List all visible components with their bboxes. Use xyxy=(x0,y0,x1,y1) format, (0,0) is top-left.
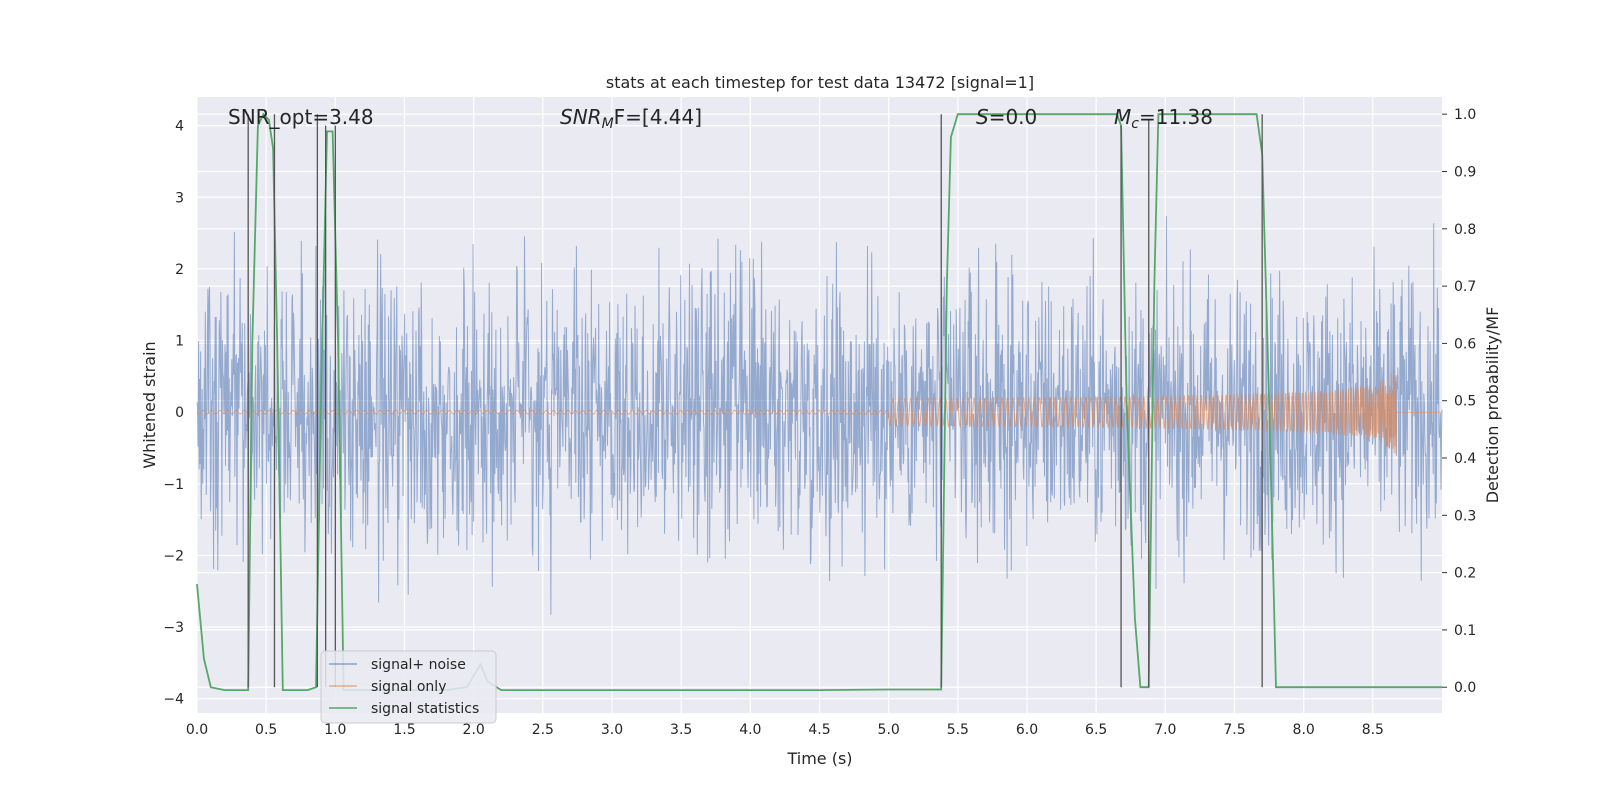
series-signal-noise xyxy=(196,216,1443,615)
x-tick-2: 1.0 xyxy=(324,722,346,738)
x-tick-11: 5.5 xyxy=(947,722,969,738)
x-tick-12: 6.0 xyxy=(1016,722,1038,738)
signal-only-line xyxy=(196,369,1442,454)
legend-box xyxy=(320,650,497,724)
x-tick-6: 3.0 xyxy=(601,722,623,738)
y-right-tick-8: 0.2 xyxy=(1454,566,1476,582)
y-right-tick-9: 0.1 xyxy=(1454,623,1476,639)
y-tick-3: 1 xyxy=(175,334,184,350)
x-tick-8: 4.0 xyxy=(739,722,761,738)
legend-label-noise: signal+ noise xyxy=(371,657,466,673)
y-axis-label: Whitened strain xyxy=(140,341,159,468)
y-right-tick-2: 0.8 xyxy=(1454,222,1476,238)
y-right-tick-6: 0.4 xyxy=(1454,451,1476,467)
y-right-tick-5: 0.5 xyxy=(1454,394,1476,410)
y-tick-labels: 4 3 2 1 0 −1 −2 −3 −4 xyxy=(163,119,184,708)
y-right-tick-0: 1.0 xyxy=(1454,107,1476,123)
chart-title: stats at each timestep for test data 134… xyxy=(606,73,1034,92)
y-tick-1: 3 xyxy=(175,190,184,206)
annotation-mc-sub: c xyxy=(1131,116,1139,132)
y-tick-4: 0 xyxy=(175,405,184,421)
x-tick-4: 2.0 xyxy=(463,722,485,738)
y-tick-2: 2 xyxy=(175,262,184,278)
x-axis-label: Time (s) xyxy=(786,749,852,768)
x-tick-17: 8.5 xyxy=(1362,722,1384,738)
annotation-mc-italic: M xyxy=(1114,105,1131,129)
y-tick-0: 4 xyxy=(175,119,184,135)
y-tick-5: −1 xyxy=(163,477,184,493)
vertical-markers xyxy=(247,114,1263,688)
annotation-snr-opt: SNR_opt=3.48 xyxy=(228,105,374,129)
annotation-snr-mf-italic: SNR xyxy=(560,105,602,129)
annotation-snr-mf-rest: F=[4.44] xyxy=(614,105,702,129)
legend: signal+ noise signal only signal statist… xyxy=(320,650,497,724)
x-tick-14: 7.0 xyxy=(1154,722,1176,738)
x-tick-13: 6.5 xyxy=(1085,722,1107,738)
y-right-tick-4: 0.6 xyxy=(1454,336,1476,352)
x-tick-3: 1.5 xyxy=(393,722,415,738)
annotation-mc-rest: =11.38 xyxy=(1139,105,1213,129)
legend-label-signal-only: signal only xyxy=(371,679,446,695)
y-right-tick-10: 0.0 xyxy=(1454,680,1476,696)
y-right-tick-7: 0.3 xyxy=(1454,508,1476,524)
x-tick-1: 0.5 xyxy=(255,722,277,738)
x-tick-7: 3.5 xyxy=(670,722,692,738)
annotation-s: S=0.0 xyxy=(976,105,1037,129)
x-tick-16: 8.0 xyxy=(1293,722,1315,738)
y-tick-6: −2 xyxy=(163,548,184,564)
y-tick-8: −4 xyxy=(163,692,184,708)
legend-label-statistics: signal statistics xyxy=(371,701,479,717)
x-tick-5: 2.5 xyxy=(532,722,554,738)
y-right-tick-3: 0.7 xyxy=(1454,279,1476,295)
annotation-snr-mf-sub: M xyxy=(602,116,614,132)
signal-statistics-line xyxy=(196,112,1442,691)
series-signal-only xyxy=(196,369,1442,454)
x-tick-labels: 0.0 0.5 1.0 1.5 2.0 2.5 3.0 3.5 4.0 4.5 5.0 5.5 6.0 6… xyxy=(186,722,1384,738)
annotation-mc: Mc=11.38 xyxy=(1114,105,1213,132)
y-right-tick-labels: 1.0 0.9 0.8 0.7 0.6 0.5 0.4 0.3 0.2 0.1 0.0 xyxy=(1442,107,1476,696)
y-right-axis-label: Detection probability/MF xyxy=(1483,307,1502,504)
annotation-s-rest: =0.0 xyxy=(989,105,1038,129)
x-tick-0: 0.0 xyxy=(186,722,208,738)
series-signal-statistics xyxy=(196,112,1442,691)
y-right-tick-1: 0.9 xyxy=(1454,164,1476,180)
x-tick-10: 5.0 xyxy=(878,722,900,738)
y-tick-7: −3 xyxy=(163,620,184,636)
noise-line xyxy=(196,216,1443,615)
x-tick-9: 4.5 xyxy=(808,722,830,738)
annotation-s-italic: S xyxy=(976,105,989,129)
annotation-snr-mf: SNRMF=[4.44] xyxy=(560,105,702,132)
x-tick-15: 7.5 xyxy=(1223,722,1245,738)
